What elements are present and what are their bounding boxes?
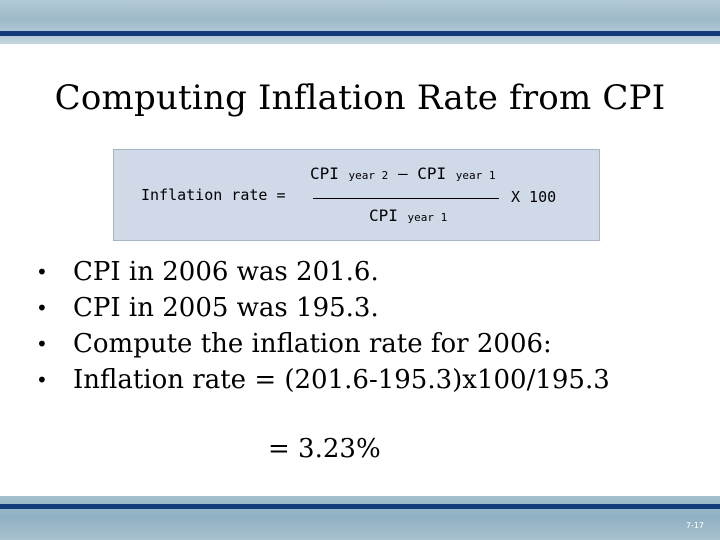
bullet-icon: • (36, 368, 48, 392)
formula-numerator: CPI year 2 – CPI year 1 (310, 164, 496, 183)
bullet-icon: • (36, 260, 48, 284)
numerator-cpi-b: CPI (417, 164, 447, 183)
numerator-sub-b: year 1 (455, 169, 496, 182)
bullet-text: Compute the inflation rate for 2006: (73, 329, 552, 359)
result-value: = 3.23% (268, 434, 381, 464)
denominator-sub: year 1 (407, 211, 448, 224)
bullet-list: • CPI in 2006 was 201.6. • CPI in 2005 was… (36, 254, 610, 398)
inflation-formula-box: Inflation rate = CPI year 2 – CPI year 1… (113, 149, 600, 241)
numerator-sub-a: year 2 (348, 169, 389, 182)
list-item: • Compute the inflation rate for 2006: (36, 326, 610, 362)
bullet-text: Inflation rate = (201.6-195.3)x100/195.3 (73, 365, 610, 395)
formula-lhs: Inflation rate = (141, 186, 286, 204)
bullet-text: CPI in 2006 was 201.6. (73, 257, 379, 287)
bullet-icon: • (36, 296, 48, 320)
top-header-band (0, 0, 720, 44)
list-item: • CPI in 2006 was 201.6. (36, 254, 610, 290)
top-header-stripe (0, 31, 720, 36)
numerator-minus: – (397, 164, 408, 183)
bullet-text: CPI in 2005 was 195.3. (73, 293, 379, 323)
formula-multiplier: X 100 (511, 188, 557, 206)
denominator-cpi: CPI (369, 206, 398, 225)
slide-title: Computing Inflation Rate from CPI (54, 78, 666, 118)
formula-denominator: CPI year 1 (369, 206, 447, 225)
list-item: • Inflation rate = (201.6-195.3)x100/195.… (36, 362, 610, 398)
page-number: 7-17 (685, 521, 704, 530)
bullet-icon: • (36, 332, 48, 356)
fraction-bar (313, 198, 499, 199)
list-item: • CPI in 2005 was 195.3. (36, 290, 610, 326)
numerator-cpi-a: CPI (310, 164, 339, 183)
bottom-footer-stripe (0, 504, 720, 509)
bottom-footer-band (0, 496, 720, 540)
